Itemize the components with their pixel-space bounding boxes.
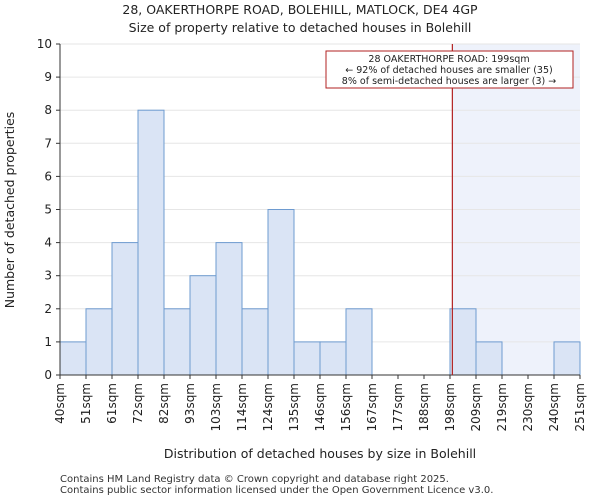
footer-copyright: Contains HM Land Registry data © Crown c… (60, 474, 449, 485)
x-tick-label: 240sqm (547, 383, 561, 431)
footer-licence: Contains public sector information licen… (60, 485, 494, 496)
y-tick-label: 1 (44, 335, 52, 349)
histogram-bar (111, 242, 139, 376)
y-tick-label: 9 (44, 70, 52, 84)
x-tick-label: 219sqm (495, 383, 509, 431)
histogram-bar (293, 341, 321, 376)
histogram-bar (215, 242, 243, 376)
x-tick-label: 103sqm (209, 383, 223, 431)
x-tick-label: 230sqm (521, 383, 535, 431)
y-tick-label: 3 (44, 269, 52, 283)
chart-subtitle: Size of property relative to detached ho… (128, 20, 472, 35)
histogram-bar (449, 308, 477, 376)
y-tick-label: 7 (44, 136, 52, 150)
property-annotation-box: 28 OAKERTHORPE ROAD: 199sqm ← 92% of det… (325, 50, 574, 89)
x-tick-label: 51sqm (79, 383, 93, 424)
x-tick-label: 93sqm (183, 383, 197, 424)
x-tick-label: 177sqm (391, 383, 405, 431)
y-axis-label: Number of detached properties (2, 112, 17, 309)
histogram-bar (345, 308, 373, 376)
annotation-line-3: 8% of semi-detached houses are larger (3… (342, 76, 556, 87)
x-tick-label: 124sqm (261, 383, 275, 431)
histogram-bar (475, 341, 503, 376)
chart-title: 28, OAKERTHORPE ROAD, BOLEHILL, MATLOCK,… (122, 2, 478, 17)
y-tick-label: 4 (44, 236, 52, 250)
histogram-bar (163, 308, 191, 376)
y-tick-label: 5 (44, 203, 52, 217)
histogram-bar (59, 341, 87, 376)
x-tick-label: 135sqm (287, 383, 301, 431)
y-tick-label: 8 (44, 103, 52, 117)
y-tick-label: 10 (37, 37, 52, 51)
histogram-bar (241, 308, 269, 376)
histogram-bar (319, 341, 347, 376)
x-tick-label: 156sqm (339, 383, 353, 431)
histogram-bar (85, 308, 113, 376)
histogram-bar (553, 341, 581, 376)
annotation-line-2: ← 92% of detached houses are smaller (35… (345, 65, 552, 76)
x-tick-label: 72sqm (131, 383, 145, 424)
y-tick-label: 2 (44, 302, 52, 316)
x-tick-label: 198sqm (443, 383, 457, 431)
x-tick-label: 251sqm (573, 383, 587, 431)
histogram-bar (267, 209, 295, 376)
histogram-bar (189, 275, 217, 376)
histogram-bar (137, 109, 165, 376)
x-tick-label: 188sqm (417, 383, 431, 431)
x-tick-label: 167sqm (365, 383, 379, 431)
x-tick-label: 114sqm (235, 383, 249, 431)
y-tick-label: 0 (44, 368, 52, 382)
x-tick-label: 40sqm (53, 383, 67, 424)
y-tick-label: 6 (44, 169, 52, 183)
x-tick-label: 82sqm (157, 383, 171, 424)
x-tick-label: 146sqm (313, 383, 327, 431)
x-tick-label: 209sqm (469, 383, 483, 431)
x-axis-label: Distribution of detached houses by size … (164, 446, 476, 461)
annotation-line-1: 28 OAKERTHORPE ROAD: 199sqm (368, 54, 529, 65)
x-tick-label: 61sqm (105, 383, 119, 424)
